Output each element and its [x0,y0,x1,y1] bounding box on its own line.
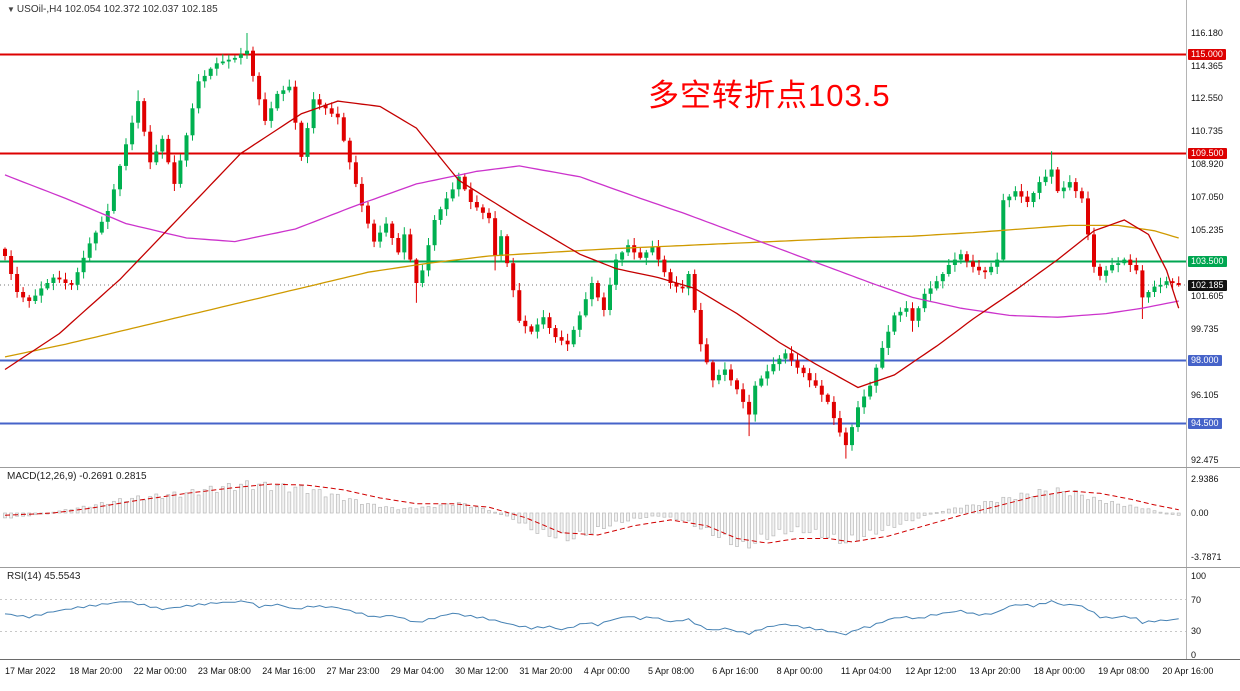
macd-chart-canvas[interactable] [0,468,1240,567]
time-axis-label: 11 Apr 04:00 [840,666,892,676]
time-axis-label: 31 Mar 20:00 [519,666,573,676]
axis-separator [1186,468,1187,567]
price-axis-label: 110.735 [1191,126,1223,137]
price-level-badge: 102.185 [1188,279,1227,291]
price-axis-label: 96.105 [1191,389,1219,400]
price-axis-label: 112.550 [1191,93,1223,104]
time-axis-label: 18 Apr 00:00 [1033,666,1085,676]
price-axis-label: 108.920 [1191,158,1224,169]
time-axis-label: 5 Apr 08:00 [648,666,695,676]
price-level-badge: 109.500 [1188,147,1227,159]
price-level-badge: 115.000 [1188,48,1226,60]
rsi-axis-label: 0 [1191,650,1197,660]
macd-axis-label: 2.9386 [1191,474,1219,484]
chevron-down-icon[interactable]: ▼ [7,5,15,14]
time-axis-label: 30 Mar 12:00 [455,666,509,676]
price-axis-label: 107.050 [1191,192,1224,203]
symbol-ohlc-text: USOil-,H4 102.054 102.372 102.037 102.18… [16,4,218,15]
time-axis-label: 17 Mar 2022 [5,666,56,676]
price-axis-label: 105.235 [1191,225,1224,236]
time-axis-label: 19 Apr 08:00 [1098,666,1150,676]
rsi-indicator-label: RSI(14) 45.5543 [7,571,81,582]
time-axis-label: 29 Mar 04:00 [390,666,444,676]
time-axis[interactable]: 17 Mar 2022 18 Mar 20:00 22 Mar 00:00 23 Ma… [0,659,1240,691]
time-axis-label: 6 Apr 16:00 [712,666,759,676]
rsi-axis-label: 30 [1191,626,1202,637]
price-level-badge: 94.500 [1188,418,1222,430]
time-axis-label: 12 Apr 12:00 [905,666,957,676]
price-pane[interactable]: ▼ USOil-,H4 102.054 102.372 102.037 102.1… [0,0,1240,467]
time-axis-label: 24 Mar 16:00 [262,666,316,676]
time-axis-label: 22 Mar 00:00 [133,666,187,676]
price-axis-label: 99.735 [1191,324,1219,335]
time-axis-label: 13 Apr 20:00 [969,666,1021,676]
macd-indicator-label: MACD(12,26,9) -0.2691 0.2815 [7,471,147,482]
price-axis-label: 92.475 [1191,454,1219,465]
price-axis-label: 116.180 [1191,28,1223,38]
price-level-badge: 98.000 [1188,354,1222,366]
macd-pane[interactable]: MACD(12,26,9) -0.2691 0.2815 2.9386 0.00 -… [0,467,1240,567]
candlestick-chart-canvas[interactable] [0,0,1240,467]
rsi-pane[interactable]: RSI(14) 45.5543 100 70 30 0 [0,567,1240,660]
time-axis-label: 23 Mar 08:00 [197,666,251,676]
price-axis-label: 101.605 [1191,290,1224,301]
macd-axis-label: 0.00 [1191,508,1209,518]
time-axis-label: 18 Mar 20:00 [69,666,123,676]
time-axis-label: 4 Apr 00:00 [583,666,630,676]
symbol-info: ▼ USOil-,H4 102.054 102.372 102.037 102.1… [7,4,218,15]
macd-axis-label: -3.7871 [1191,551,1222,562]
time-axis-label: 20 Apr 16:00 [1162,666,1214,676]
rsi-axis-label: 100 [1191,571,1207,581]
chart-annotation: 多空转折点103.5 [648,78,891,113]
rsi-chart-canvas[interactable] [0,568,1240,659]
price-level-badge: 103.500 [1188,255,1227,267]
time-axis-label: 8 Apr 00:00 [776,666,823,676]
price-axis-label: 114.365 [1191,60,1223,71]
axis-separator [1186,568,1187,659]
rsi-axis-label: 70 [1191,594,1202,605]
time-axis-label: 27 Mar 23:00 [326,666,380,676]
axis-separator [1186,0,1187,467]
